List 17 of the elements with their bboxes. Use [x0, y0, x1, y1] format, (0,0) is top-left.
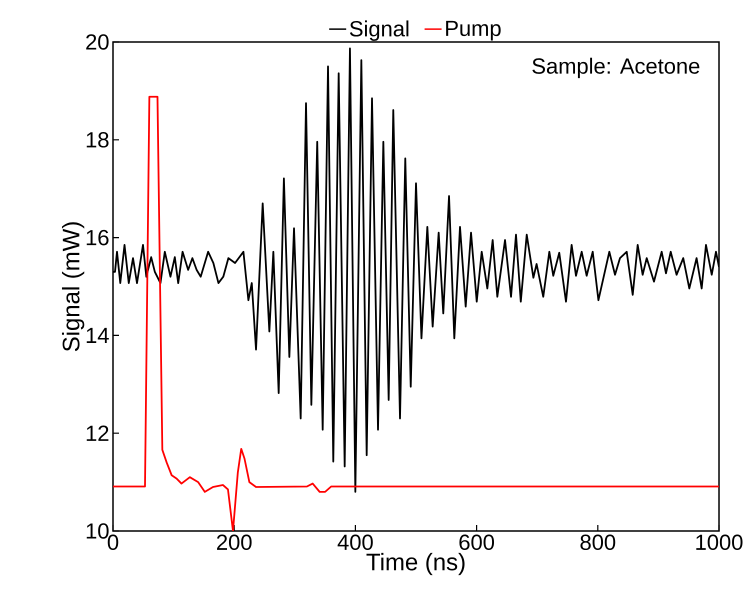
x-tick-label: 400 [338, 534, 373, 550]
x-tick-label: 800 [580, 534, 616, 550]
annotation: Sample: Acetone [532, 58, 700, 78]
y-tick-label: 12 [86, 426, 108, 441]
legend-label: Pump [446, 20, 501, 40]
x-tick-label: 1000 [696, 534, 743, 550]
y-axis-title: Signal (mW) [62, 222, 84, 352]
x-tick-label: 0 [108, 534, 118, 550]
y-tick-label: 16 [86, 230, 109, 246]
x-axis-title: Time (ns) [366, 552, 465, 576]
legend-label: Signal [350, 20, 408, 41]
x-tick-label: 600 [459, 534, 494, 550]
y-tick-label: 20 [86, 34, 109, 50]
y-tick-label: 10 [86, 523, 109, 539]
x-tick-label: 200 [217, 534, 252, 550]
y-tick-label: 18 [86, 132, 109, 148]
y-tick-label: 14 [86, 328, 109, 343]
